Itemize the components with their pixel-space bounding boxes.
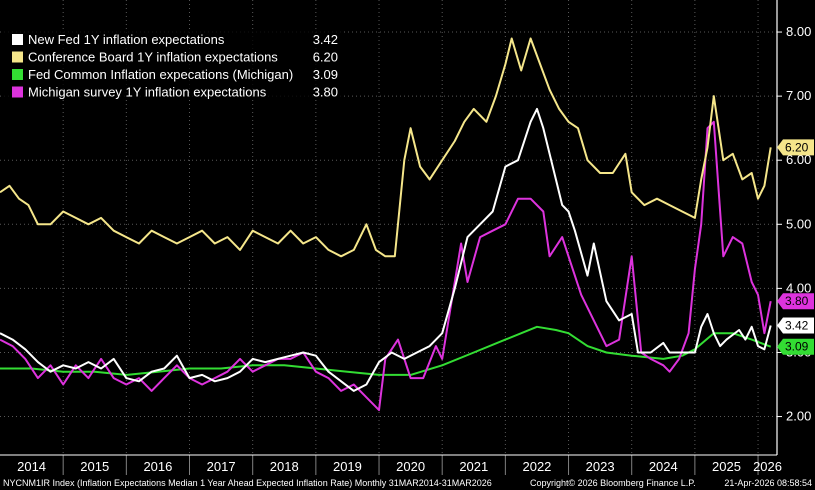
legend: New Fed 1Y inflation expectations 3.42 Con… (12, 32, 338, 100)
legend-label: Michigan survey 1Y inflation expectation… (28, 85, 267, 100)
y-tick-label: 4.00 (786, 280, 811, 295)
x-tick-label: 2022 (522, 459, 551, 474)
last-value-label: 3.09 (785, 340, 809, 354)
x-tick-label: 2021 (459, 459, 488, 474)
x-tick-label: 2024 (649, 459, 678, 474)
last-value-tag (777, 338, 814, 355)
x-tick-label: 2017 (207, 459, 236, 474)
legend-swatch (12, 86, 23, 98)
y-tick-label: 8.00 (786, 24, 811, 39)
last-value-label: 3.42 (785, 319, 809, 333)
footer-timestamp: 21-Apr-2026 08:58:54 (724, 478, 812, 488)
x-tick-label: 2023 (586, 459, 615, 474)
legend-value: 3.80 (313, 85, 338, 100)
footer-source: NYCNM1IR Index (Inflation Expectations M… (3, 478, 492, 488)
y-tick-label: 5.00 (786, 216, 811, 231)
series-line (0, 120, 772, 412)
y-axis: 2.003.004.005.006.007.008.00 (777, 24, 811, 424)
last-value-tags: 3.42 6.20 3.09 3.80 (777, 139, 814, 355)
x-tick-label: 2016 (143, 459, 172, 474)
series-line (0, 325, 772, 376)
x-tick-label: 2026 (753, 459, 782, 474)
last-value-label: 3.80 (785, 294, 809, 308)
legend-value: 3.09 (313, 67, 338, 82)
legend-value: 6.20 (313, 50, 338, 65)
last-value-tag (777, 293, 814, 310)
series-lines (0, 37, 772, 412)
series-line (0, 107, 772, 392)
x-axis: 2014 2015 2016 2017 2018 2019 2020 2021 2022 2023… (17, 455, 782, 475)
legend-value: 3.42 (313, 32, 338, 47)
legend-box (4, 29, 344, 100)
y-tick-label: 7.00 (786, 88, 811, 103)
x-tick-label: 2015 (80, 459, 109, 474)
legend-swatch (12, 34, 23, 45)
legend-label: Fed Common Inflation expecations (Michig… (28, 67, 293, 82)
legend-swatch (12, 51, 23, 63)
footer-bar (0, 476, 815, 490)
last-value-label: 6.20 (785, 140, 809, 154)
x-tick-label: 2014 (17, 459, 46, 474)
legend-swatch (12, 69, 23, 80)
last-value-tag (777, 317, 814, 334)
x-tick-label: 2020 (396, 459, 425, 474)
footer-copyright: Copyright© 2026 Bloomberg Finance L.P. (530, 478, 696, 488)
series-line (0, 37, 772, 258)
x-tick-label: 2018 (270, 459, 299, 474)
legend-label: Conference Board 1Y inflation expectatio… (28, 50, 278, 65)
legend-label: New Fed 1Y inflation expectations (28, 32, 225, 47)
x-tick-label: 2025 (712, 459, 741, 474)
y-tick-label: 2.00 (786, 409, 811, 424)
y-tick-label: 6.00 (786, 152, 811, 167)
x-tick-label: 2019 (333, 459, 362, 474)
last-value-tag (777, 139, 814, 156)
